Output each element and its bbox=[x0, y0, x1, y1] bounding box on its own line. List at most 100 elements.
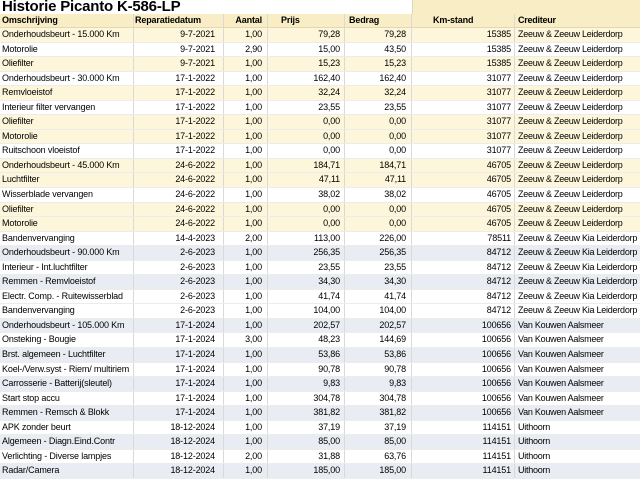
cell-bedrag: 162,40 bbox=[345, 71, 412, 86]
column-header-crediteur[interactable]: Crediteur bbox=[518, 15, 556, 25]
cell-omschrijving: Koel-/Verw.syst - Riem/ multiriem bbox=[0, 362, 134, 377]
cell-aantal: 1,00 bbox=[224, 173, 268, 188]
table-row[interactable]: Remmen - Remvloeistof 2-6-2023 1,00 34,30 34… bbox=[0, 275, 640, 290]
table-row[interactable]: Radar/Camera 18-12-2024 1,00 185,00 185,00 11… bbox=[0, 464, 640, 479]
table-row[interactable]: Bandenvervanging 14-4-2023 2,00 113,00 226,0… bbox=[0, 231, 640, 247]
cell-prijs: 185,00 bbox=[268, 464, 345, 478]
cell-crediteur: Zeeuw & Zeeuw Leiderdorp bbox=[518, 116, 623, 127]
cell-bedrag: 63,76 bbox=[345, 449, 412, 464]
cell-aantal: 1,00 bbox=[224, 28, 268, 42]
cell-prijs: 23,55 bbox=[268, 100, 345, 115]
cell-aantal: 1,00 bbox=[224, 246, 268, 260]
table-row[interactable]: Oliefilter 24-6-2022 1,00 0,00 0,00 46705 Zeeu… bbox=[0, 202, 640, 218]
table-row[interactable]: Luchtfilter 24-6-2022 1,00 47,11 47,11 46705 Z… bbox=[0, 173, 640, 189]
table-row[interactable]: Motorolie 17-1-2022 1,00 0,00 0,00 31077 Zeeuw… bbox=[0, 129, 640, 145]
cell-aantal: 2,90 bbox=[224, 42, 268, 57]
cell-kmstand: 100656 bbox=[412, 391, 515, 406]
cell-omschrijving: Onderhoudsbeurt - 90.000 Km bbox=[0, 246, 134, 260]
cell-reparatiedatum: 18-12-2024 bbox=[134, 449, 224, 464]
cell-bedrag: 43,50 bbox=[345, 42, 412, 57]
table-row[interactable]: Onderhoudsbeurt - 45.000 Km 24-6-2022 1,00… bbox=[0, 158, 640, 174]
cell-crediteur: Van Kouwen Aalsmeer bbox=[518, 378, 604, 389]
cell-reparatiedatum: 17-1-2022 bbox=[134, 129, 224, 144]
table-row[interactable]: Onsteking - Bougie 17-1-2024 3,00 48,23 144,… bbox=[0, 333, 640, 349]
column-header-prijs[interactable]: Prijs bbox=[268, 14, 345, 27]
table-row[interactable]: Verlichting - Diverse lampjes 18-12-2024 2… bbox=[0, 449, 640, 465]
table-row[interactable]: Interieur - Int.luchtfilter 2-6-2023 1,00 2… bbox=[0, 260, 640, 276]
column-header-bedrag[interactable]: Bedrag bbox=[345, 14, 412, 27]
cell-prijs: 85,00 bbox=[268, 435, 345, 449]
cell-kmstand: 100656 bbox=[412, 362, 515, 377]
cell-prijs: 23,55 bbox=[268, 260, 345, 275]
table-row[interactable]: Algemeen - Diagn.Eind.Contr 18-12-2024 1,0… bbox=[0, 435, 640, 450]
cell-crediteur: Zeeuw & Zeeuw Kia Leiderdorp bbox=[518, 247, 638, 258]
cell-kmstand: 15385 bbox=[412, 57, 515, 71]
cell-omschrijving: Interieur filter vervangen bbox=[0, 100, 134, 115]
table-row[interactable]: Oliefilter 9-7-2021 1,00 15,23 15,23 15385 Zee… bbox=[0, 57, 640, 72]
cell-crediteur: Zeeuw & Zeeuw Kia Leiderdorp bbox=[518, 261, 638, 272]
table-row[interactable]: Onderhoudsbeurt - 15.000 Km 9-7-2021 1,00 7… bbox=[0, 28, 640, 43]
cell-omschrijving: Motorolie bbox=[0, 129, 134, 144]
cell-kmstand: 114151 bbox=[412, 449, 515, 464]
cell-bedrag: 144,69 bbox=[345, 333, 412, 348]
cell-bedrag: 9,83 bbox=[345, 377, 412, 391]
cell-crediteur: Zeeuw & Zeeuw Leiderdorp bbox=[518, 203, 623, 214]
cell-bedrag: 53,86 bbox=[345, 348, 412, 362]
cell-reparatiedatum: 18-12-2024 bbox=[134, 464, 224, 478]
cell-aantal: 1,00 bbox=[224, 377, 268, 391]
cell-bedrag: 23,55 bbox=[345, 260, 412, 275]
cell-kmstand: 78511 bbox=[412, 231, 515, 246]
table-row[interactable]: Onderhoudsbeurt - 105.000 Km 17-1-2024 1,0… bbox=[0, 318, 640, 334]
table-row[interactable]: Ruitschoon vloeistof 17-1-2022 1,00 0,00 0,0… bbox=[0, 144, 640, 159]
cell-aantal: 1,00 bbox=[224, 100, 268, 115]
table-row[interactable]: Remmen - Remsch & Blokk 17-1-2024 1,00 381,… bbox=[0, 406, 640, 421]
cell-kmstand: 84712 bbox=[412, 275, 515, 289]
cell-bedrag: 104,00 bbox=[345, 304, 412, 318]
cell-aantal: 2,00 bbox=[224, 231, 268, 246]
cell-reparatiedatum: 9-7-2021 bbox=[134, 42, 224, 57]
cell-omschrijving: Ruitschoon vloeistof bbox=[0, 144, 134, 158]
column-header-reparatiedatum[interactable]: Reparatiedatum bbox=[134, 14, 224, 27]
table-row[interactable]: Koel-/Verw.syst - Riem/ multiriem 17-1-20… bbox=[0, 362, 640, 378]
table-row[interactable]: Electr. Comp. - Ruitewisserblad 2-6-2023 1… bbox=[0, 289, 640, 305]
cell-prijs: 34,30 bbox=[268, 275, 345, 289]
cell-aantal: 1,00 bbox=[224, 144, 268, 158]
table-row[interactable]: Motorolie 24-6-2022 1,00 0,00 0,00 46705 Zeeuw… bbox=[0, 217, 640, 232]
table-row[interactable]: Remvloeistof 17-1-2022 1,00 32,24 32,24 31077… bbox=[0, 86, 640, 101]
cell-kmstand: 84712 bbox=[412, 304, 515, 318]
cell-aantal: 1,00 bbox=[224, 86, 268, 100]
table-row[interactable]: Oliefilter 17-1-2022 1,00 0,00 0,00 31077 Zeeu… bbox=[0, 115, 640, 130]
column-header-aantal[interactable]: Aantal bbox=[224, 14, 268, 27]
cell-omschrijving: Algemeen - Diagn.Eind.Contr bbox=[0, 435, 134, 449]
cell-reparatiedatum: 2-6-2023 bbox=[134, 260, 224, 275]
cell-crediteur: Zeeuw & Zeeuw Kia Leiderdorp bbox=[518, 276, 638, 287]
title-band: Historie Picanto K-586-LP bbox=[0, 0, 640, 14]
table-row[interactable]: APK zonder beurt 18-12-2024 1,00 37,19 37,19… bbox=[0, 420, 640, 436]
column-header-kmstand[interactable]: Km-stand bbox=[412, 14, 515, 27]
cell-kmstand: 114151 bbox=[412, 435, 515, 449]
table-row[interactable]: Bandenvervanging 2-6-2023 1,00 104,00 104,00… bbox=[0, 304, 640, 319]
cell-kmstand: 31077 bbox=[412, 129, 515, 144]
cell-crediteur: Van Kouwen Aalsmeer bbox=[518, 407, 604, 418]
column-header-omschrijving[interactable]: Omschrijving bbox=[0, 14, 134, 27]
table-row[interactable]: Carrosserie - Batterij(sleutel) 17-1-2024… bbox=[0, 377, 640, 392]
cell-omschrijving: Electr. Comp. - Ruitewisserblad bbox=[0, 289, 134, 304]
table-row[interactable]: Onderhoudsbeurt - 30.000 Km 17-1-2022 1,00… bbox=[0, 71, 640, 87]
table-row[interactable]: Start stop accu 17-1-2024 1,00 304,78 304,78… bbox=[0, 391, 640, 407]
cell-aantal: 1,00 bbox=[224, 275, 268, 289]
cell-reparatiedatum: 18-12-2024 bbox=[134, 435, 224, 449]
cell-omschrijving: Onderhoudsbeurt - 105.000 Km bbox=[0, 318, 134, 333]
cell-aantal: 1,00 bbox=[224, 260, 268, 275]
cell-aantal: 1,00 bbox=[224, 188, 268, 202]
cell-bedrag: 256,35 bbox=[345, 246, 412, 260]
table-row[interactable]: Wisserblade vervangen 24-6-2022 1,00 38,02 3… bbox=[0, 188, 640, 203]
cell-omschrijving: Verlichting - Diverse lampjes bbox=[0, 449, 134, 464]
cell-omschrijving: Bandenvervanging bbox=[0, 304, 134, 318]
table-row[interactable]: Brst. algemeen - Luchtfilter 17-1-2024 1,0… bbox=[0, 348, 640, 363]
cell-crediteur: Zeeuw & Zeeuw Leiderdorp bbox=[518, 101, 623, 112]
table-row[interactable]: Onderhoudsbeurt - 90.000 Km 2-6-2023 1,00 2… bbox=[0, 246, 640, 261]
table-row[interactable]: Motorolie 9-7-2021 2,90 15,00 43,50 15385 Zeeu… bbox=[0, 42, 640, 58]
cell-prijs: 304,78 bbox=[268, 391, 345, 406]
table-row[interactable]: Interieur filter vervangen 17-1-2022 1,00 2… bbox=[0, 100, 640, 116]
cell-reparatiedatum: 17-1-2022 bbox=[134, 115, 224, 129]
